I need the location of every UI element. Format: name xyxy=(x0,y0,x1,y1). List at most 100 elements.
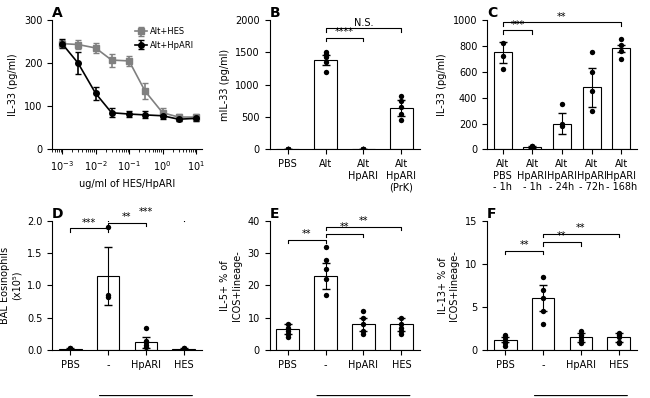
Text: ***: *** xyxy=(139,207,153,217)
Bar xyxy=(390,108,413,149)
Point xyxy=(538,274,548,280)
Point xyxy=(358,146,369,152)
Point xyxy=(283,324,293,331)
Point xyxy=(497,66,508,72)
Point xyxy=(320,292,331,298)
Point xyxy=(616,56,627,62)
Point xyxy=(614,340,624,347)
Point xyxy=(614,334,624,340)
Text: A: A xyxy=(52,6,63,20)
Point xyxy=(179,346,189,353)
Point xyxy=(538,308,548,314)
Point xyxy=(396,93,406,100)
Point xyxy=(557,101,567,107)
Text: **: ** xyxy=(340,222,349,232)
Bar xyxy=(314,276,337,350)
Point xyxy=(396,98,406,104)
Point xyxy=(141,339,151,345)
Point xyxy=(283,146,293,152)
Bar xyxy=(390,324,413,350)
Point xyxy=(103,224,113,230)
Y-axis label: IL-33 (pg/ml): IL-33 (pg/ml) xyxy=(8,53,18,116)
Point xyxy=(320,51,331,57)
Point xyxy=(576,334,586,340)
Point xyxy=(396,117,406,123)
Point xyxy=(527,144,538,151)
Text: **: ** xyxy=(576,223,586,233)
Point xyxy=(500,340,510,347)
X-axis label: ug/ml of HES/HpARI: ug/ml of HES/HpARI xyxy=(79,179,175,189)
Point xyxy=(141,338,151,344)
Point xyxy=(320,256,331,263)
Bar xyxy=(352,324,375,350)
Point xyxy=(141,324,151,331)
Point xyxy=(141,342,151,348)
Point xyxy=(358,321,369,328)
Point xyxy=(614,338,624,345)
Point xyxy=(576,328,586,334)
Point xyxy=(576,340,586,347)
Point xyxy=(320,244,331,250)
Point xyxy=(320,59,331,65)
Point xyxy=(358,146,369,152)
Y-axis label: IL-13+ % of
ICOS+lineage-: IL-13+ % of ICOS+lineage- xyxy=(437,250,460,321)
Bar xyxy=(135,342,157,350)
Bar xyxy=(314,60,337,149)
Text: C: C xyxy=(487,6,497,20)
Point xyxy=(527,143,538,149)
Bar xyxy=(523,147,541,149)
Point xyxy=(179,346,189,352)
Bar xyxy=(494,52,512,149)
Text: ****: **** xyxy=(335,27,354,37)
Point xyxy=(320,54,331,60)
Y-axis label: IL-5+ % of
ICOS+lineage-: IL-5+ % of ICOS+lineage- xyxy=(220,250,242,321)
Point xyxy=(396,324,406,331)
Text: ***: *** xyxy=(510,20,525,29)
Text: **: ** xyxy=(359,216,368,226)
Point xyxy=(65,346,75,353)
Bar xyxy=(172,349,195,350)
Point xyxy=(358,146,369,152)
Point xyxy=(557,123,567,129)
Y-axis label: mIL-33 (pg/ml): mIL-33 (pg/ml) xyxy=(220,49,229,121)
Text: **: ** xyxy=(557,231,567,242)
Point xyxy=(576,337,586,343)
Point xyxy=(500,337,510,343)
Point xyxy=(500,343,510,349)
Point xyxy=(358,328,369,334)
Text: **: ** xyxy=(122,212,132,222)
Point xyxy=(283,146,293,152)
Bar xyxy=(553,123,571,149)
Point xyxy=(616,36,627,43)
Point xyxy=(320,68,331,75)
Point xyxy=(358,146,369,152)
Text: **: ** xyxy=(302,228,311,238)
Point xyxy=(65,345,75,351)
Point xyxy=(396,328,406,334)
Point xyxy=(396,331,406,337)
Point xyxy=(65,346,75,352)
Point xyxy=(396,111,406,117)
Legend: Alt+HES, Alt+HpARI: Alt+HES, Alt+HpARI xyxy=(131,24,198,53)
Point xyxy=(179,346,189,352)
Point xyxy=(538,321,548,328)
Point xyxy=(557,120,567,127)
Bar xyxy=(612,49,630,149)
Text: **: ** xyxy=(557,12,567,22)
Point xyxy=(358,331,369,337)
Point xyxy=(396,315,406,321)
Point xyxy=(616,41,627,48)
Point xyxy=(358,146,369,152)
Point xyxy=(500,334,510,340)
Point xyxy=(358,315,369,321)
Point xyxy=(179,345,189,351)
Point xyxy=(65,344,75,351)
Point xyxy=(614,332,624,338)
Point xyxy=(179,344,189,351)
Point xyxy=(538,295,548,302)
Point xyxy=(586,88,597,94)
Point xyxy=(283,146,293,152)
Point xyxy=(283,331,293,337)
Bar xyxy=(569,337,592,350)
Point xyxy=(586,49,597,55)
